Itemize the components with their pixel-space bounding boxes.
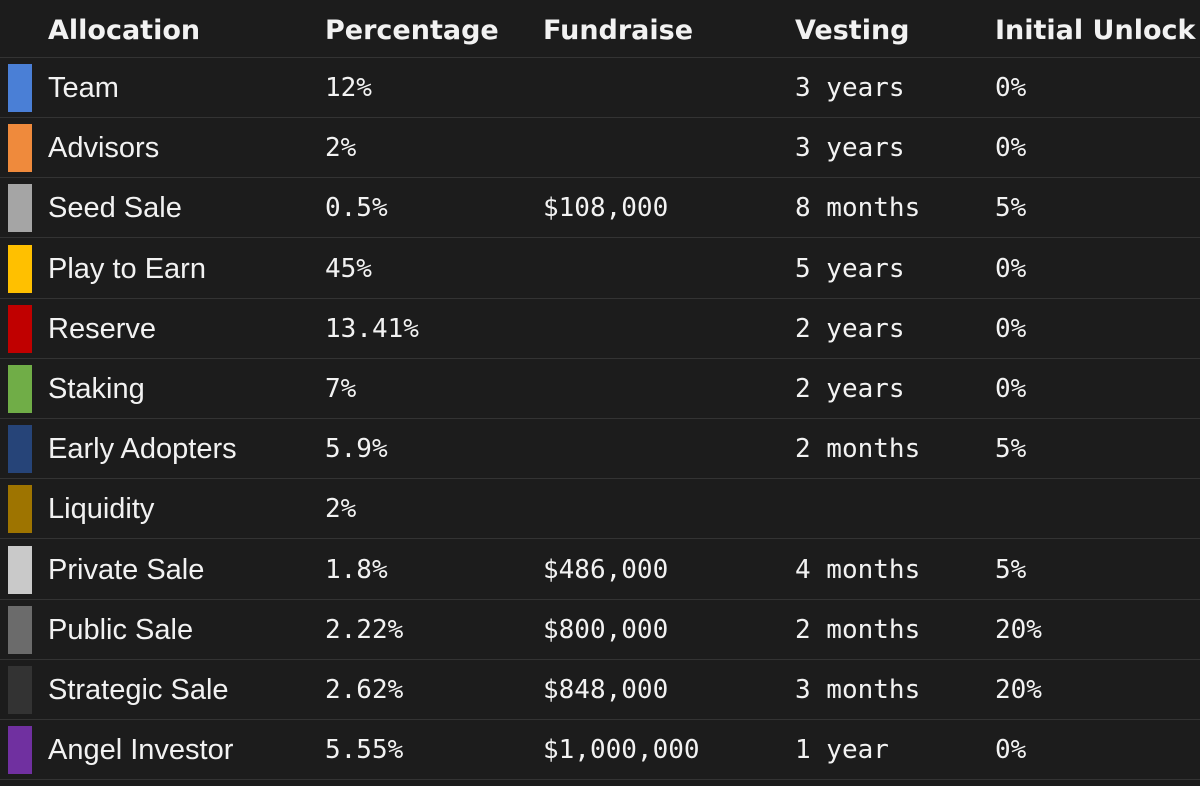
table-cell: 0% [995, 374, 1027, 404]
table-cell: 5% [995, 193, 1027, 224]
color-swatch [8, 244, 32, 293]
table-cell: Angel Investor [48, 734, 234, 767]
table-cell: 3 months [795, 675, 921, 705]
column-header: Initial Unlock [995, 15, 1196, 46]
color-swatch [8, 304, 32, 353]
color-swatch [8, 184, 32, 233]
table-cell: 1.8% [325, 554, 388, 585]
table-cell: 0.5% [325, 193, 388, 224]
table-cell: Strategic Sale [48, 674, 229, 706]
color-swatch [8, 64, 32, 112]
color-swatch [8, 485, 32, 534]
table-cell: 4 months [795, 554, 921, 585]
table-cell: 5% [995, 434, 1027, 465]
table-row: Advisors 2% 3 years 0% [0, 118, 1200, 179]
table-row: Strategic Sale 2.62% $848,000 3 months 20% [0, 660, 1200, 720]
header-row: Allocation Percentage Fundraise Vesting Init… [0, 0, 1200, 58]
table-cell: Public Sale [48, 613, 194, 646]
table-cell: 20% [995, 614, 1042, 645]
column-header: Vesting [795, 15, 910, 46]
table-cell: 3 years [795, 133, 905, 164]
table-row: Early Adopters 5.9% 2 months 5% [0, 419, 1200, 480]
table-cell: 2.22% [325, 614, 404, 645]
table-cell: 2% [325, 133, 357, 164]
table-cell: 8 months [795, 193, 921, 224]
table-cell: 5.9% [325, 434, 388, 465]
table-cell: 2 years [795, 374, 905, 404]
color-swatch [8, 425, 32, 474]
table-cell: 20% [995, 675, 1042, 705]
table-cell: 0% [995, 313, 1027, 344]
column-header: Fundraise [543, 15, 694, 46]
color-swatch [8, 545, 32, 594]
column-header: Allocation [48, 15, 201, 46]
table-cell: 0% [995, 253, 1027, 284]
table-cell: 2 months [795, 614, 921, 645]
table-cell: 2% [325, 494, 357, 525]
table-cell: Early Adopters [48, 433, 237, 466]
table-cell: 0% [995, 133, 1027, 164]
table-row: Seed Sale 0.5% $108,000 8 months 5% [0, 178, 1200, 239]
table-cell: 5.55% [325, 735, 404, 766]
color-swatch [8, 124, 32, 173]
table-row: Reserve 13.41% 2 years 0% [0, 299, 1200, 359]
table-cell: 1 year [795, 735, 889, 766]
table-cell: $800,000 [543, 614, 669, 645]
table-cell: Seed Sale [48, 192, 182, 225]
table-row: Angel Investor 5.55% $1,000,000 1 year 0% [0, 720, 1200, 781]
table-row: Public Sale 2.22% $800,000 2 months 20% [0, 600, 1200, 660]
table-cell: $108,000 [543, 193, 669, 224]
table-cell: 2.62% [325, 675, 404, 705]
table-cell: 2 years [795, 313, 905, 344]
table-cell: 7% [325, 374, 357, 404]
table-cell: Reserve [48, 312, 156, 345]
table-cell: 0% [995, 73, 1027, 103]
color-swatch [8, 726, 32, 775]
table-cell: 5% [995, 554, 1027, 585]
table-cell: $848,000 [543, 675, 669, 705]
table-cell: $1,000,000 [543, 735, 700, 766]
table-cell: 5 years [795, 253, 905, 284]
table-cell: Team [48, 72, 119, 104]
table-cell: Staking [48, 373, 145, 405]
table-cell: 45% [325, 253, 372, 284]
table-row: Staking 7% 2 years 0% [0, 359, 1200, 419]
table-cell: $486,000 [543, 554, 669, 585]
color-swatch [8, 666, 32, 714]
table-cell: 2 months [795, 434, 921, 465]
color-swatch [8, 365, 32, 413]
table-cell: Private Sale [48, 553, 205, 586]
table-row: Private Sale 1.8% $486,000 4 months 5% [0, 540, 1200, 600]
table-row: Play to Earn 45% 5 years 0% [0, 239, 1200, 299]
table-cell: Advisors [48, 132, 160, 165]
table-row: Team 12% 3 years 0% [0, 58, 1200, 118]
table-cell: Liquidity [48, 493, 155, 526]
table-cell: 0% [995, 735, 1027, 766]
table-cell: Play to Earn [48, 252, 206, 285]
table-cell: 13.41% [325, 313, 419, 344]
table-row: Liquidity 2% [0, 479, 1200, 540]
color-swatch [8, 605, 32, 654]
table-cell: 3 years [795, 73, 905, 103]
column-header: Percentage [325, 15, 499, 46]
table-cell: 12% [325, 73, 372, 103]
